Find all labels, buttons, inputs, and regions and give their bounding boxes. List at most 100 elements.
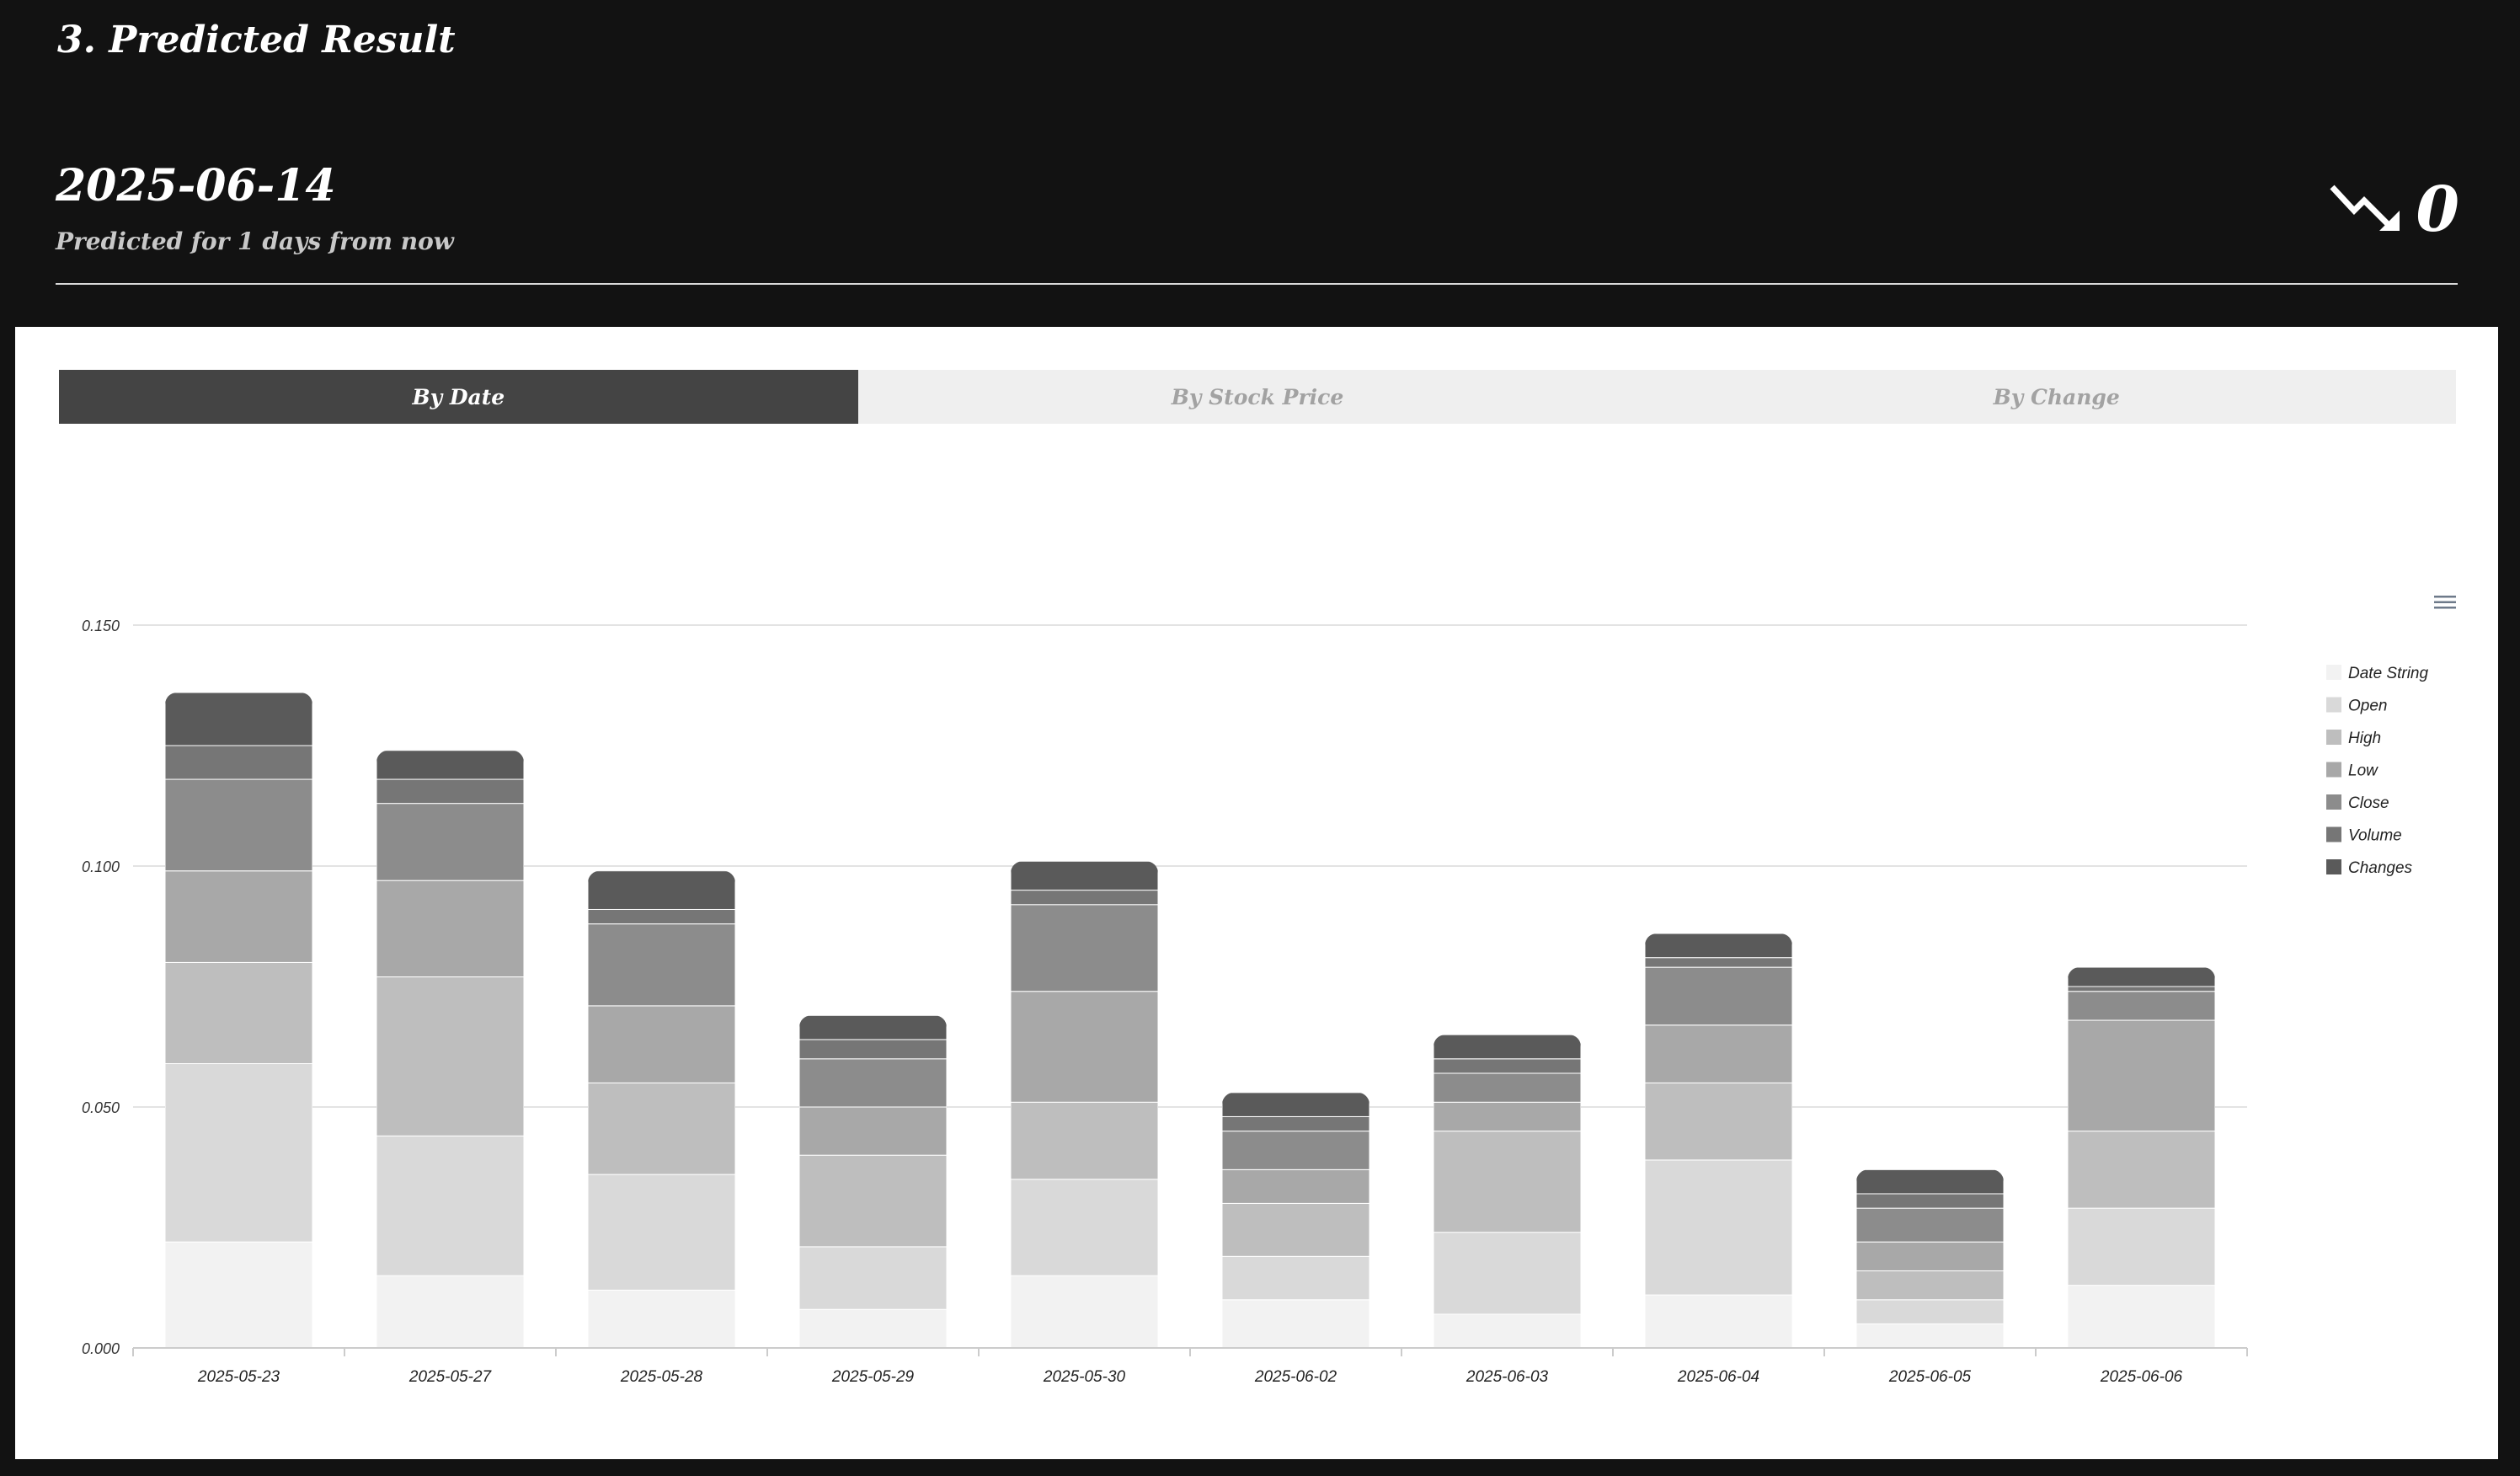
bar-segment [165,745,312,780]
bar-segment [376,750,524,780]
hamburger-menu-icon[interactable] [2432,590,2458,615]
bar-base-mask [1220,1349,1371,1382]
bar-segment [1856,1299,2004,1324]
bar-segment [1856,1241,2004,1271]
bar-base-mask [586,1349,737,1382]
legend-label[interactable]: Close [2348,794,2389,812]
bar-segment [376,976,524,1136]
y-tick-label: 0.000 [82,1340,120,1357]
bar-segment [1645,1082,1792,1161]
bar-segment [2068,1207,2215,1286]
bar-segment [165,961,312,1065]
y-tick-label: 0.150 [82,618,120,634]
bar-segment [588,870,735,910]
trend-value: 0 [2416,174,2460,246]
bar-segment [1222,1168,1369,1204]
bar-segment [1434,1072,1581,1103]
bar-segment [588,923,735,1007]
section-title: 3. Predicted Result [57,19,456,62]
legend-swatch [2326,730,2341,745]
x-tick-label: 2025-05-30 [1043,1368,1126,1386]
bar-segment [1011,1101,1158,1180]
y-tick-label: 0.050 [82,1099,120,1116]
bar-base-mask [163,1349,314,1382]
bar-base-mask [1009,1349,1160,1382]
bar-segment [376,880,524,978]
x-tick-label: 2025-05-29 [831,1368,915,1386]
prediction-date: 2025-06-14 [56,160,336,211]
tab-by-stock-price[interactable]: By Stock Price [857,370,1658,424]
bar-segment [1222,1202,1369,1257]
bar-segment [799,1246,947,1310]
bar-segment [1645,1159,1792,1296]
bar-base-mask [2066,1349,2217,1382]
trend-indicator: 0 [2329,174,2460,246]
bar-base-mask [798,1349,948,1382]
bar-segment [2068,986,2215,992]
chart-panel: By Date By Stock Price By Change 0.000 0.… [15,327,2498,1459]
x-tick-label: 2025-06-04 [1677,1368,1759,1386]
x-tick-label: 2025-06-02 [1254,1368,1337,1386]
bar-segment [588,1005,735,1083]
legend-swatch [2326,762,2341,778]
bar-segment [799,1154,947,1248]
bar-segment [1222,1255,1369,1301]
bar-segment [1011,904,1158,992]
bar-segment [1434,1058,1581,1074]
bar-segment [1434,1232,1581,1315]
x-tick-label: 2025-05-27 [408,1368,493,1386]
bar-segment [799,1039,947,1060]
bar-segment [588,1082,735,1175]
x-tick-label: 2025-06-03 [1466,1368,1549,1386]
stacked-bar-chart: 0.000 0.050 0.100 0.150 2025-05-23 2025-05-27… [82,618,2429,1386]
bar-segment [1645,1024,1792,1083]
bar-segment [1222,1131,1369,1170]
bar-segment [165,870,312,963]
bar-segment [1222,1092,1369,1117]
bar-segment [1856,1207,2004,1243]
bar-segment [1645,966,1792,1026]
legend-label[interactable]: Low [2348,762,2379,780]
prediction-subtitle: Predicted for 1 days from now [56,227,454,255]
bar-segment [2068,967,2215,987]
bar-segment [1011,991,1158,1103]
bar-base-mask [1855,1349,2005,1382]
bar-segment [1434,1035,1581,1060]
bar-segment [2068,1019,2215,1132]
bar-base-mask [1643,1349,1794,1382]
bar-segment [165,1063,312,1243]
tab-by-date[interactable]: By Date [59,370,858,424]
bar-segment [799,1106,947,1156]
bar-segment [376,1135,524,1276]
bar-segment [1434,1131,1581,1233]
bar-segment [799,1058,947,1108]
bar-segment [588,908,735,925]
tab-by-change[interactable]: By Change [1657,370,2457,424]
bar-segment [799,1015,947,1040]
legend-label[interactable]: Open [2348,698,2387,715]
bar-segment [376,778,524,805]
bar-segment [2068,1131,2215,1209]
bar-segment [165,693,312,746]
bar-segment [376,803,524,881]
bar-segment [1856,1169,2004,1195]
bar-segment [1222,1115,1369,1132]
bar-segment [1011,890,1158,906]
legend-label[interactable]: Changes [2348,859,2413,877]
x-tick-label: 2025-05-23 [197,1368,280,1386]
legend-label[interactable]: Volume [2348,827,2402,845]
bar-segment [1645,957,1792,968]
legend-label[interactable]: Date String [2348,665,2428,682]
y-tick-label: 0.100 [82,858,120,875]
bar-segment [1856,1193,2004,1209]
legend-label[interactable]: High [2348,730,2381,747]
header-divider [56,283,2458,285]
legend-swatch [2326,826,2341,842]
x-tick-label: 2025-06-05 [1888,1368,1972,1386]
bar-segment [1856,1270,2004,1301]
legend-swatch [2326,665,2341,680]
bar-segment [2068,991,2215,1021]
bar-segment [1645,933,1792,959]
x-tick-label: 2025-06-06 [2100,1368,2183,1386]
bar-segment [1011,1179,1158,1276]
